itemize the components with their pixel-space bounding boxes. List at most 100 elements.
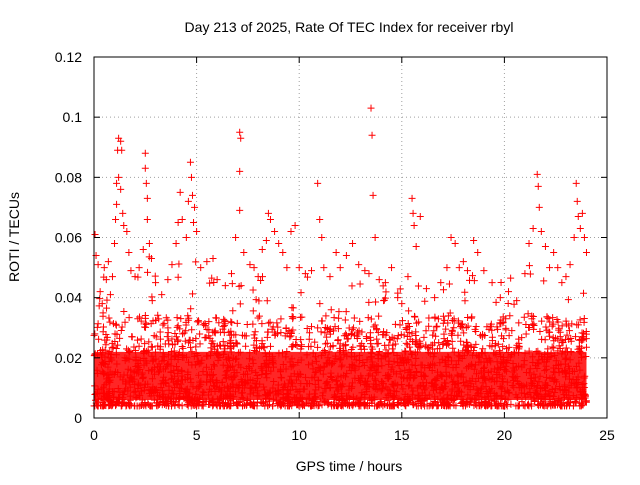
noise-point <box>442 325 450 333</box>
noise-point <box>93 323 101 331</box>
noise-point <box>120 307 128 315</box>
noise-point <box>265 319 273 327</box>
noise-point <box>444 312 452 320</box>
noise-point <box>564 296 572 304</box>
noise-point <box>464 313 472 321</box>
noise-point <box>103 304 111 312</box>
noise-point <box>151 272 159 280</box>
y-tick-label: 0.08 <box>55 169 82 185</box>
noise-point <box>522 321 530 329</box>
data-point <box>409 209 417 217</box>
x-tick-label: 15 <box>394 427 410 443</box>
noise-point <box>382 331 390 339</box>
dense-scatter-background <box>90 253 590 410</box>
noise-point <box>368 343 376 351</box>
data-point <box>100 264 108 272</box>
noise-point <box>373 340 381 348</box>
noise-point <box>524 310 532 318</box>
noise-point <box>258 320 266 328</box>
noise-point <box>308 323 316 331</box>
noise-point <box>536 328 544 336</box>
noise-point <box>386 402 394 410</box>
noise-point <box>441 399 449 407</box>
data-point <box>447 234 455 241</box>
noise-point <box>503 345 511 353</box>
noise-point <box>420 333 428 341</box>
data-point <box>534 182 542 190</box>
noise-point <box>381 341 389 349</box>
noise-point <box>446 309 454 317</box>
noise-point <box>228 331 236 339</box>
noise-point <box>358 328 366 336</box>
noise-point <box>243 321 251 329</box>
data-point <box>283 264 291 272</box>
noise-point <box>251 334 259 342</box>
noise-point <box>174 273 182 281</box>
y-tick-label: 0.1 <box>63 109 83 125</box>
noise-point <box>487 320 495 328</box>
data-point <box>190 218 198 226</box>
data-point <box>451 240 459 248</box>
noise-point <box>397 331 405 339</box>
noise-point <box>469 272 477 280</box>
noise-point <box>414 282 422 290</box>
noise-point <box>219 338 227 346</box>
noise-point <box>558 336 566 344</box>
noise-point <box>297 336 305 344</box>
x-axis-label: GPS time / hours <box>296 458 403 474</box>
data-point <box>279 249 287 257</box>
axis-ticks <box>93 56 608 419</box>
data-point <box>113 200 121 208</box>
data-point <box>112 215 120 223</box>
data-point <box>213 276 221 284</box>
data-point <box>119 209 127 217</box>
noise-point <box>572 399 580 407</box>
noise-point <box>141 400 149 408</box>
noise-point <box>137 401 145 409</box>
noise-point <box>425 322 433 330</box>
noise-point <box>174 336 182 344</box>
noise-point <box>421 297 429 305</box>
data-point <box>254 273 262 281</box>
noise-point <box>450 315 458 323</box>
noise-point <box>510 300 518 308</box>
noise-point <box>198 401 206 409</box>
noise-point <box>342 308 350 316</box>
data-point <box>480 267 488 275</box>
noise-point <box>215 319 223 327</box>
noise-point <box>576 316 584 324</box>
noise-point <box>118 323 126 331</box>
noise-point <box>114 341 122 349</box>
noise-point <box>448 337 456 345</box>
noise-point <box>506 312 514 320</box>
noise-point <box>118 400 126 408</box>
data-point <box>381 279 389 287</box>
data-point <box>258 246 266 254</box>
data-point <box>111 240 119 248</box>
data-point <box>182 234 190 241</box>
noise-point <box>341 342 349 350</box>
chart-title: Day 213 of 2025, Rate Of TEC Index for r… <box>185 19 514 35</box>
noise-point <box>111 330 119 338</box>
data-point <box>431 294 439 302</box>
x-tick-labels: 0 5 10 15 20 25 <box>90 427 615 443</box>
noise-point <box>305 343 313 351</box>
noise-point <box>112 320 120 328</box>
noise-point <box>224 342 232 350</box>
noise-point <box>542 323 550 331</box>
noise-point <box>196 340 204 348</box>
noise-point <box>470 277 478 285</box>
noise-point <box>386 336 394 344</box>
data-point <box>125 249 133 257</box>
data-point <box>143 215 151 223</box>
noise-point <box>109 343 117 351</box>
noise-point <box>192 335 200 343</box>
noise-point <box>221 320 229 328</box>
noise-point <box>398 317 406 325</box>
noise-point <box>492 298 500 306</box>
noise-point <box>171 401 179 409</box>
noise-point <box>538 335 546 343</box>
data-point <box>574 212 582 220</box>
noise-point <box>445 400 453 408</box>
noise-point <box>515 319 523 327</box>
